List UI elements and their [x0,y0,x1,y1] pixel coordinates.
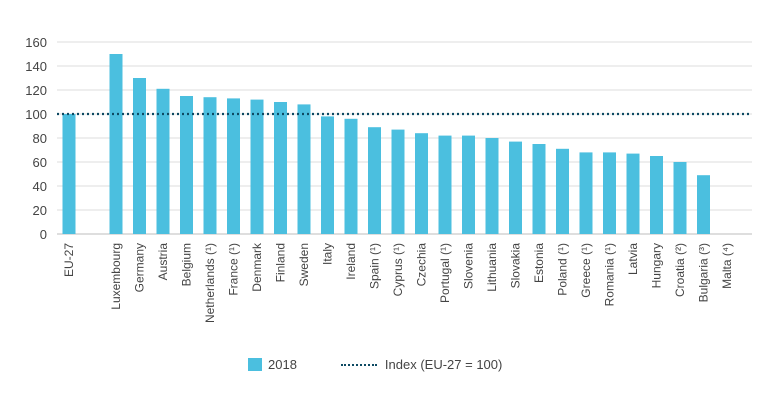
bar [344,118,358,234]
x-tick-label: Malta (⁴) [720,243,734,289]
bar [203,97,217,234]
bar [250,99,264,234]
y-tick-label: 120 [25,83,47,98]
x-tick-label: Netherlands (¹) [203,243,217,323]
bar [509,141,522,234]
x-tick-label: Poland (¹) [556,243,570,296]
x-tick-label: Latvia [626,243,640,275]
x-tick-label: Cyprus (¹) [391,243,405,296]
bar [109,54,123,234]
bar [626,153,640,234]
x-tick-label: Estonia [532,243,546,283]
bar [438,135,452,234]
x-tick-label: Denmark [250,242,264,292]
x-tick-label: Spain (¹) [368,243,382,289]
bar [321,116,334,234]
bar [227,98,240,235]
x-tick-label: Ireland [344,243,358,280]
bar [415,133,428,234]
bar [556,148,569,234]
bar [368,127,381,234]
legend-swatch-2018 [248,358,262,371]
legend-item-series: 2018 [248,357,297,372]
y-tick-label: 60 [33,155,47,170]
x-tick-label: Romania (¹) [603,243,617,306]
x-tick-label: EU-27 [62,243,76,277]
bar [579,152,593,234]
legend-item-reference: Index (EU-27 = 100) [340,357,503,372]
x-tick-label: Sweden [297,243,311,286]
legend-dotted-line [340,363,377,366]
x-tick-label: Croatia (²) [673,243,687,297]
y-tick-label: 100 [25,107,47,122]
y-tick-label: 140 [25,59,47,74]
x-tick-label: Austria [156,243,170,281]
bar [297,104,311,235]
bar [133,78,146,234]
bar [673,162,687,234]
x-tick-label: Bulgaria (³) [697,243,711,302]
bar [462,135,475,234]
x-tick-label: Greece (¹) [579,243,593,298]
legend-label-2018: 2018 [268,357,297,372]
x-tick-label: Finland [274,243,288,282]
bar [62,114,76,234]
y-tick-label: 80 [33,131,47,146]
x-tick-label: Lithuania [485,243,499,292]
x-tick-label: Portugal (¹) [438,243,452,303]
bar [180,96,193,234]
x-tick-label: Germany [133,243,147,292]
bar [603,152,616,234]
y-tick-label: 0 [40,227,47,242]
y-tick-label: 20 [33,203,47,218]
x-tick-label: Hungary [650,243,664,288]
x-tick-label: Luxembourg [109,243,123,310]
y-tick-label: 40 [33,179,47,194]
legend-label-index: Index (EU-27 = 100) [384,357,503,372]
x-tick-label: Slovenia [462,243,476,289]
bar [697,175,710,234]
bar [274,102,287,234]
bar [532,144,546,234]
x-tick-label: France (¹) [227,243,241,296]
bar [156,88,170,234]
x-tick-label: Slovakia [509,243,523,289]
bar [485,138,499,234]
bar [391,129,405,234]
legend: 2018 Index (EU-27 = 100) [248,357,546,372]
bar [650,156,663,234]
x-tick-label: Italy [321,243,335,265]
y-tick-label: 160 [25,35,47,50]
x-tick-label: Czechia [415,243,429,287]
x-tick-label: Belgium [180,243,194,286]
